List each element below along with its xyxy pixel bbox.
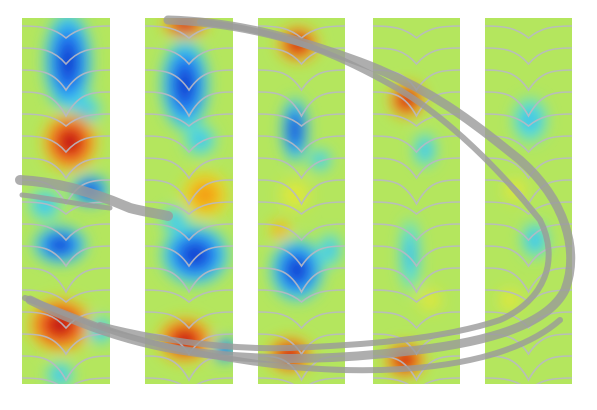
trace-line — [258, 179, 345, 206]
blob — [398, 213, 422, 297]
loop-inner — [97, 19, 552, 352]
trace-line — [22, 289, 110, 304]
blob — [510, 94, 550, 146]
strip — [258, 18, 345, 384]
trace-line — [145, 91, 233, 118]
trace-line — [22, 157, 110, 180]
trace-line — [373, 201, 460, 216]
trace-line — [145, 47, 233, 66]
trace-line — [373, 377, 460, 384]
blob — [412, 130, 438, 170]
trace-line — [145, 69, 233, 92]
trace-line — [258, 135, 345, 154]
trace-line — [485, 91, 572, 118]
trace-line — [22, 267, 110, 294]
trace-line — [258, 311, 345, 330]
trace-line — [145, 311, 233, 330]
trace-line — [373, 135, 460, 154]
trace-line — [258, 267, 345, 294]
trace-line — [145, 157, 233, 180]
trace-line — [485, 69, 572, 92]
trace-lines — [145, 25, 233, 384]
trace-line — [258, 157, 345, 180]
trace-line — [258, 289, 345, 304]
blob — [317, 230, 343, 270]
trace-line — [485, 157, 572, 180]
trace-line — [485, 245, 572, 268]
trace-line — [145, 377, 233, 384]
blob — [181, 121, 219, 159]
blob — [42, 18, 94, 117]
trace-lines — [22, 25, 110, 384]
blob — [267, 217, 293, 243]
trace-line — [145, 267, 233, 294]
trace-line — [22, 223, 110, 242]
trace-line — [145, 113, 233, 128]
trace-line — [373, 25, 460, 40]
trace-line — [22, 333, 110, 356]
trajectory-band — [15, 15, 576, 374]
trace-line — [373, 47, 460, 66]
trace-line — [22, 377, 110, 384]
trace-line — [145, 245, 233, 268]
trace-line — [22, 201, 110, 216]
bottom-trail — [22, 295, 563, 374]
trace-line — [258, 245, 345, 268]
trace-line — [22, 47, 110, 66]
trace-line — [373, 157, 460, 180]
trace-line — [22, 113, 110, 128]
trace-line — [373, 289, 460, 304]
strip-tint — [373, 18, 460, 384]
trace-line — [22, 91, 110, 118]
trace-line — [22, 135, 110, 154]
trace-line — [22, 355, 110, 382]
blob — [38, 108, 102, 176]
trace-line — [258, 113, 345, 128]
trace-line — [485, 47, 572, 66]
strip-background — [373, 18, 460, 384]
trace-line — [485, 223, 572, 242]
blob — [31, 224, 89, 266]
trace-line — [373, 311, 460, 330]
blob — [268, 236, 326, 304]
trace-line — [145, 201, 233, 216]
trace-line — [258, 69, 345, 92]
trace-line — [22, 25, 110, 40]
trace-line — [258, 333, 345, 356]
trace-line — [485, 113, 572, 128]
trace-line — [22, 69, 110, 92]
blob — [158, 222, 232, 288]
trace-line — [258, 377, 345, 384]
trace-line — [485, 135, 572, 154]
trace-line — [373, 179, 460, 206]
trace-line — [258, 91, 345, 118]
blob — [44, 359, 76, 384]
trace-line — [22, 311, 110, 330]
left-arm-lower — [19, 192, 113, 211]
trace-line — [485, 377, 572, 384]
trace-line — [373, 245, 460, 268]
trace-line — [485, 267, 572, 294]
trace-line — [373, 267, 460, 294]
trace-line — [485, 355, 572, 382]
trace-line — [258, 223, 345, 242]
trace-line — [258, 201, 345, 216]
trace-line — [145, 289, 233, 304]
trace-line — [145, 179, 233, 206]
trace-line — [373, 113, 460, 128]
trace-line — [373, 91, 460, 118]
trace-line — [145, 223, 233, 242]
left-arm — [15, 175, 173, 221]
trace-line — [485, 311, 572, 330]
strip — [145, 18, 233, 384]
trace-line — [145, 135, 233, 154]
blob — [280, 94, 310, 166]
trace-line — [22, 245, 110, 268]
blob — [307, 147, 333, 173]
trace-line — [373, 223, 460, 242]
trace-line — [485, 25, 572, 40]
